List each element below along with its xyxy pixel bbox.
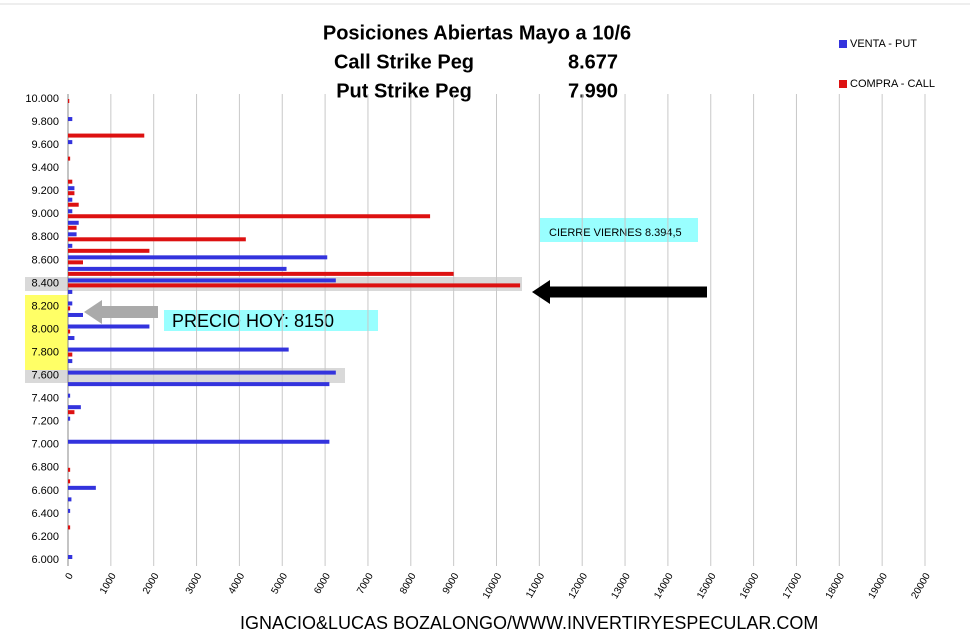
bar (68, 214, 431, 219)
bar (68, 301, 73, 306)
y-tick-label: 7.600 (31, 370, 59, 382)
bar (68, 186, 75, 191)
bar (68, 324, 150, 329)
bar (68, 255, 328, 260)
bar (68, 382, 330, 387)
bar (68, 479, 71, 484)
annotation-box (540, 218, 698, 242)
bar (68, 243, 73, 248)
highlight-band (25, 295, 68, 370)
annotation: PRECIO HOY: 8150 (172, 311, 334, 331)
y-tick-label: 6.600 (31, 485, 59, 497)
footer: IGNACIO&LUCAS BOZALONGO/WWW.INVERTIRYESP… (240, 613, 818, 633)
bar (68, 209, 73, 214)
bar (68, 410, 75, 415)
y-tick-label: 9.600 (31, 139, 59, 151)
bar (68, 416, 71, 421)
bar (68, 202, 79, 207)
bar (68, 555, 73, 559)
bar (68, 359, 73, 364)
y-tick-label: 6.000 (31, 554, 59, 566)
legend-label: COMPRA - CALL (850, 78, 935, 90)
legend-swatch (839, 40, 847, 48)
bar (68, 191, 75, 196)
y-tick-label: 10.000 (25, 93, 59, 105)
y-tick-label: 8.800 (31, 231, 59, 243)
x-tick-label: 0 (64, 571, 77, 582)
y-tick-label: 9.200 (31, 185, 59, 197)
bar (68, 336, 75, 341)
bar (68, 347, 289, 352)
y-tick-label: 9.800 (31, 116, 59, 128)
bar (68, 260, 83, 265)
bar (68, 525, 71, 530)
subtitle: Call Strike Peg (334, 51, 474, 73)
subtitle: 7.990 (568, 80, 618, 102)
bar (68, 156, 71, 161)
chart-title: Posiciones Abiertas Mayo a 10/6 (323, 22, 631, 44)
y-tick-label: 7.400 (31, 393, 59, 405)
y-tick-label: 8.000 (31, 323, 59, 335)
bar (68, 220, 79, 225)
y-tick-label: 8.200 (31, 300, 59, 312)
bar (68, 140, 73, 145)
bar (68, 248, 150, 253)
bar (68, 289, 73, 294)
subtitle: Put Strike Peg (336, 80, 472, 102)
bar (68, 467, 71, 472)
bar (68, 197, 73, 202)
bar (68, 237, 246, 242)
bar (68, 271, 454, 276)
y-tick-label: 9.000 (31, 208, 59, 220)
bar (68, 133, 145, 138)
bar (68, 283, 521, 288)
y-tick-label: 8.400 (31, 277, 59, 289)
bar (68, 99, 70, 103)
y-tick-label: 7.800 (31, 346, 59, 358)
bar (68, 508, 71, 513)
bar (68, 405, 81, 410)
y-tick-label: 6.800 (31, 462, 59, 474)
arrow-head (84, 300, 102, 324)
bar (68, 352, 73, 357)
legend-swatch (839, 80, 847, 88)
y-tick-label: 7.000 (31, 439, 59, 451)
bar (68, 306, 71, 311)
y-tick-label: 9.400 (31, 162, 59, 174)
bar (68, 312, 83, 317)
bar (68, 278, 336, 283)
highlight-band (25, 368, 345, 383)
bar (68, 266, 287, 271)
y-tick-label: 6.400 (31, 508, 59, 520)
bar (68, 370, 336, 375)
arrow-head (532, 280, 550, 304)
bar (68, 439, 330, 444)
y-tick-label: 6.200 (31, 531, 59, 543)
bar (68, 497, 72, 502)
bar (68, 232, 77, 237)
subtitle: 8.677 (568, 51, 618, 73)
legend-label: VENTA - PUT (850, 38, 917, 50)
bar (68, 329, 71, 334)
y-tick-label: 7.200 (31, 416, 59, 428)
bar (68, 179, 73, 184)
bar (68, 117, 73, 122)
annotation-box (164, 310, 378, 331)
bar (68, 225, 77, 230)
bar (68, 393, 71, 398)
y-tick-label: 8.600 (31, 254, 59, 266)
annotation: CIERRE VIERNES 8.394,5 (549, 227, 682, 239)
bar (68, 485, 96, 490)
